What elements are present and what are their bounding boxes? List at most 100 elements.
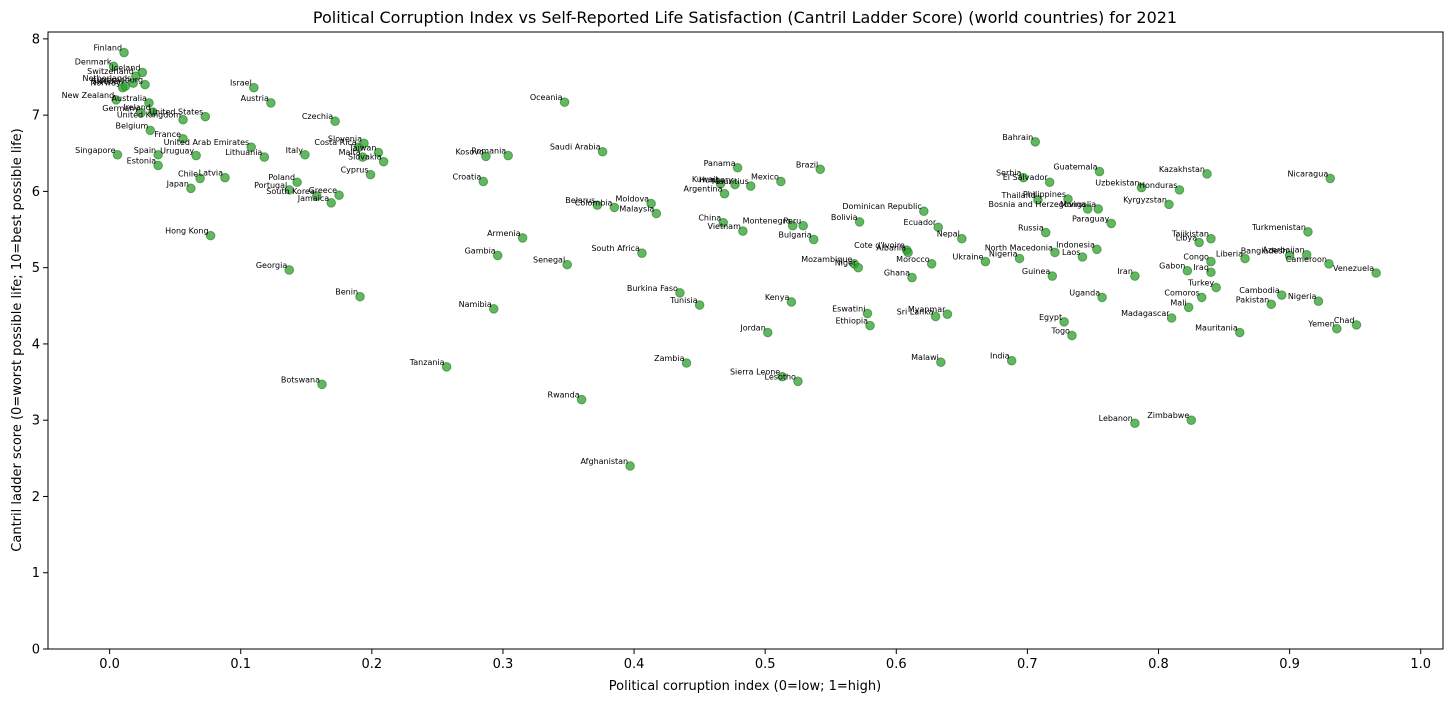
- data-point: [719, 188, 730, 199]
- point-label: Poland: [268, 173, 295, 182]
- y-tick-label: 3: [32, 414, 40, 429]
- data-point: [1240, 253, 1250, 264]
- data-point: [1077, 252, 1088, 262]
- data-point: [730, 179, 740, 190]
- point-label: Belgium: [115, 121, 148, 130]
- data-point: [694, 300, 705, 310]
- point-label: Bulgaria: [778, 230, 811, 239]
- point-label: Azerbaijan: [1262, 246, 1304, 255]
- point-label: Afghanistan: [580, 457, 628, 466]
- point-label: Jamaica: [297, 194, 330, 203]
- point-label: Hungary: [699, 176, 733, 185]
- data-point: [926, 259, 937, 269]
- point-label: Laos: [1062, 248, 1080, 257]
- y-tick-label: 7: [32, 109, 40, 124]
- x-tick-label: 0.4: [624, 657, 645, 672]
- data-point: [1324, 259, 1334, 269]
- x-tick-label: 0.6: [886, 657, 907, 672]
- data-point: [576, 394, 587, 405]
- point-label: Tunisia: [669, 296, 697, 305]
- point-label: Brazil: [796, 160, 818, 169]
- point-label: Guinea: [1022, 267, 1050, 276]
- data-point: [675, 288, 685, 298]
- point-label: China: [698, 214, 721, 223]
- point-label: Guatemala: [1053, 163, 1097, 172]
- x-tick-label: 0.3: [493, 657, 514, 672]
- data-point: [646, 198, 656, 209]
- point-label: Kuwait: [692, 175, 719, 184]
- data-point: [1284, 250, 1295, 261]
- point-label: Mexico: [751, 172, 779, 181]
- point-label: Tanzania: [409, 358, 445, 367]
- point-labels-layer: Finland DenmarkIcelandSwitzerlandNetherla…: [62, 44, 1375, 466]
- point-label: Sri Lanka: [897, 307, 934, 316]
- data-point: [300, 149, 310, 160]
- data-point: [933, 222, 944, 233]
- point-label: Austria: [241, 94, 269, 103]
- point-label: Armenia: [487, 229, 521, 238]
- data-point: [1130, 271, 1140, 281]
- point-label: Russia: [1018, 224, 1044, 233]
- data-point: [481, 151, 491, 162]
- data-point: [718, 217, 729, 228]
- data-point: [311, 191, 322, 201]
- data-point: [762, 327, 773, 338]
- point-label: Spain: [134, 146, 156, 155]
- data-point: [441, 362, 452, 372]
- point-label: Nicaragua: [1287, 169, 1328, 178]
- data-point: [738, 226, 748, 236]
- x-tick-label: 1.0: [1410, 657, 1431, 672]
- data-point: [1014, 253, 1025, 264]
- point-label: Mauritania: [1195, 323, 1238, 332]
- data-point: [1332, 323, 1342, 334]
- data-point: [597, 146, 608, 157]
- chart-title: Political Corruption Index vs Self-Repor…: [313, 8, 1177, 27]
- data-point: [186, 183, 196, 194]
- point-label: Ghana: [884, 269, 910, 278]
- point-label: Sweden: [92, 77, 124, 86]
- data-point: [1040, 227, 1051, 238]
- point-label: Chad: [1334, 316, 1355, 325]
- point-label: Burkina Faso: [627, 284, 678, 293]
- data-point: [145, 125, 156, 136]
- data-point: [284, 265, 295, 275]
- point-label: Ireland: [123, 103, 151, 112]
- data-point: [1194, 237, 1204, 248]
- point-label: Iceland: [111, 63, 140, 72]
- point-label: Botswana: [281, 375, 320, 384]
- data-point: [1276, 290, 1287, 300]
- data-point: [1130, 418, 1140, 429]
- point-label: Gambia: [465, 246, 496, 255]
- data-point: [592, 200, 603, 210]
- data-point: [853, 262, 864, 273]
- data-point: [317, 379, 327, 390]
- point-label: Bahrain: [1002, 133, 1033, 142]
- point-label: Senegal: [533, 256, 565, 265]
- data-point: [865, 320, 875, 331]
- data-point: [249, 82, 259, 93]
- point-label: United Kingdom: [117, 111, 181, 120]
- data-point: [1301, 249, 1312, 260]
- data-point: [1106, 218, 1117, 229]
- y-tick-label: 8: [32, 32, 40, 47]
- point-label: Saudi Arabia: [550, 143, 601, 152]
- data-point: [246, 142, 257, 152]
- data-point: [1082, 204, 1093, 214]
- data-point: [517, 233, 528, 243]
- point-label: Mauritius: [712, 177, 749, 186]
- point-label: Norway: [90, 79, 121, 88]
- data-point: [862, 308, 873, 319]
- data-point: [776, 176, 786, 187]
- point-label: Pakistan: [1236, 295, 1270, 304]
- point-label: Morocco: [896, 255, 930, 264]
- point-label: Indonesia: [1056, 240, 1095, 249]
- data-point: [903, 247, 913, 258]
- data-point: [957, 233, 967, 244]
- point-label: United Arab Emirates: [164, 138, 250, 147]
- point-label: Benin: [335, 288, 358, 297]
- data-point: [1325, 173, 1336, 184]
- point-label: Hong Kong: [165, 227, 209, 236]
- data-point: [815, 164, 826, 175]
- data-point: [1206, 256, 1216, 267]
- data-point: [1006, 355, 1017, 366]
